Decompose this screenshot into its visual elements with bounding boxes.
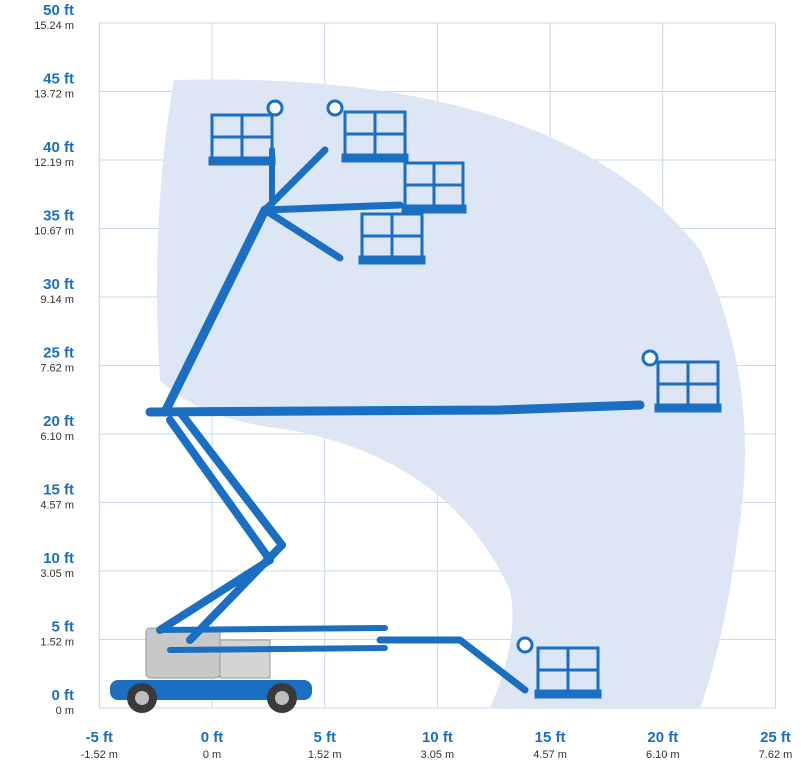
x-tick-label-m: 1.52 m [308, 749, 342, 761]
x-tick-label-m: 3.05 m [421, 749, 455, 761]
y-tick-label-ft: 50 ft [43, 2, 74, 19]
x-tick-label-ft: -5 ft [86, 729, 114, 746]
boom-lift-illustration [110, 99, 722, 713]
y-tick-label-ft: 5 ft [52, 619, 75, 636]
x-tick-label-ft: 25 ft [760, 729, 791, 746]
y-tick-label-m: 12.19 m [34, 157, 74, 169]
y-tick-label-m: 1.52 m [40, 637, 74, 649]
y-tick-label-m: 3.05 m [40, 568, 74, 580]
y-tick-label-m: 4.57 m [40, 500, 74, 512]
y-tick-label-ft: 25 ft [43, 345, 74, 362]
jib-low [376, 636, 529, 694]
y-tick-label-m: 7.62 m [40, 363, 74, 375]
chassis [110, 627, 312, 713]
y-tick-label-m: 0 m [56, 705, 74, 717]
platforms [208, 99, 722, 699]
x-tick-label-ft: 5 ft [313, 729, 336, 746]
platform-top-right [326, 99, 409, 163]
riser-boom [166, 408, 286, 564]
y-tick-label-m: 15.24 m [34, 20, 74, 32]
platform-mid-right [401, 161, 467, 214]
main-boom-vertical [160, 205, 270, 417]
y-tick-label-ft: 0 ft [52, 687, 75, 704]
x-axis: -5 ft -1.52 m 0 ft 0 m 5 ft 1.52 m 10 ft 3.05 m… [81, 729, 793, 761]
platform-ground-outreach [516, 636, 602, 699]
x-tick-label-m: 4.57 m [533, 749, 567, 761]
x-tick-label-ft: 0 ft [201, 729, 224, 746]
main-boom-horizontal [145, 400, 645, 417]
lower-boom-horizontal [157, 625, 388, 653]
y-axis: 0 ft0 m 5 ft1.52 m 10 ft3.05 m 15 ft4.57 m 2… [34, 2, 74, 717]
platform-folded [358, 212, 426, 265]
x-tick-label-ft: 15 ft [535, 729, 566, 746]
x-tick-label-m: 0 m [203, 749, 221, 761]
y-tick-label-ft: 40 ft [43, 139, 74, 156]
platform-top-left [208, 99, 284, 166]
x-tick-label-m: 6.10 m [646, 749, 680, 761]
y-tick-label-m: 6.10 m [40, 431, 74, 443]
y-tick-label-ft: 35 ft [43, 208, 74, 225]
x-tick-label-m: 7.62 m [759, 749, 793, 761]
y-tick-label-m: 13.72 m [34, 89, 74, 101]
x-tick-label-m: -1.52 m [81, 749, 118, 761]
y-tick-label-ft: 20 ft [43, 413, 74, 430]
x-tick-label-ft: 20 ft [647, 729, 678, 746]
x-tick-label-ft: 10 ft [422, 729, 453, 746]
lower-boom [156, 541, 286, 644]
y-tick-label-ft: 45 ft [43, 71, 74, 88]
y-tick-label-ft: 30 ft [43, 276, 74, 293]
y-tick-label-ft: 10 ft [43, 550, 74, 567]
platform-horizontal-outreach [641, 349, 722, 413]
y-tick-label-ft: 15 ft [43, 482, 74, 499]
y-tick-label-m: 10.67 m [34, 226, 74, 238]
y-tick-label-m: 9.14 m [40, 294, 74, 306]
jib-folded [261, 206, 344, 262]
